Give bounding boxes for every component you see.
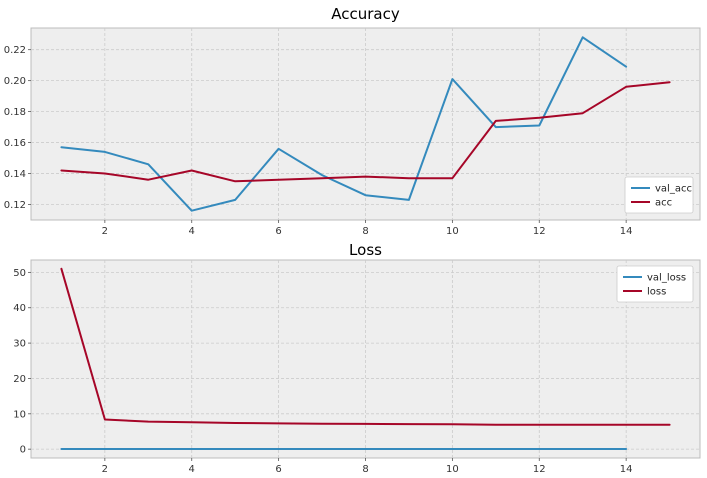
loss-x-tick-label: 6 (275, 464, 281, 475)
loss-x-tick-label: 2 (102, 464, 108, 475)
series-line-loss (60, 267, 671, 426)
loss-y-tick-label: 40 (13, 303, 26, 314)
loss-x-tick-label: 14 (620, 464, 633, 475)
accuracy-x-tick-label: 2 (102, 226, 108, 237)
accuracy-y-tick-label: 0.22 (4, 45, 26, 56)
legend-label-val-loss: val_loss (647, 273, 686, 284)
accuracy-x-tick-label: 4 (189, 226, 195, 237)
loss-x-tick-label: 12 (533, 464, 546, 475)
accuracy-y-tick-label: 0.14 (4, 169, 26, 180)
accuracy-y-tick-label: 0.20 (4, 76, 26, 87)
loss-y-tick-label: 10 (13, 409, 26, 420)
loss-y-tick-label: 30 (13, 339, 26, 350)
loss-legend-box (616, 265, 694, 303)
loss-y-tick-label: 0 (20, 445, 26, 456)
loss-x-tick-label: 4 (189, 464, 195, 475)
accuracy-x-tick-label: 12 (533, 226, 546, 237)
accuracy-x-tick-label: 8 (362, 226, 368, 237)
accuracy-x-tick-label: 14 (620, 226, 633, 237)
loss-plot-area (30, 259, 701, 459)
accuracy-y-tick-label: 0.16 (4, 138, 26, 149)
loss-y-tick-label: 20 (13, 374, 26, 385)
accuracy-title: Accuracy (331, 5, 400, 23)
loss-x-tick-label: 8 (362, 464, 368, 475)
legend-label-loss: loss (647, 287, 666, 298)
legend-label-val-acc: val_acc (655, 184, 692, 195)
accuracy-y-tick-label: 0.12 (4, 200, 26, 211)
accuracy-chart: Accuracy 2 4 6 8 10 12 14 0.12 0.14 0.16 0.18 0.20 0.… (4, 5, 701, 237)
series-line-val-acc (60, 36, 628, 212)
accuracy-x-tick-label: 10 (446, 226, 459, 237)
series-line-acc (60, 81, 671, 183)
accuracy-legend-box (624, 176, 694, 214)
loss-title: Loss (349, 241, 382, 259)
accuracy-x-tick-label: 6 (275, 226, 281, 237)
legend-label-acc: acc (655, 198, 672, 209)
loss-x-tick-label: 10 (446, 464, 459, 475)
loss-y-tick-label: 50 (13, 268, 26, 279)
accuracy-y-tick-label: 0.18 (4, 107, 26, 118)
